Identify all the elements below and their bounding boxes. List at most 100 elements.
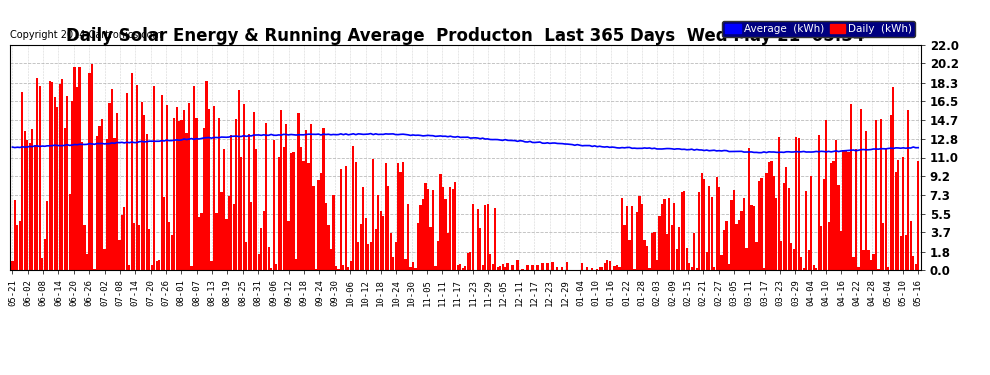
Bar (359, 224, 362, 270)
Bar (742, 198, 745, 270)
Bar (352, 146, 354, 270)
Bar (648, 268, 650, 270)
Bar (663, 200, 665, 270)
Bar (902, 157, 905, 270)
Bar (412, 262, 414, 270)
Bar (243, 104, 245, 270)
Bar (377, 195, 379, 270)
Bar (645, 246, 648, 270)
Bar (255, 149, 257, 270)
Bar (362, 187, 364, 270)
Bar (619, 267, 621, 270)
Bar (61, 79, 63, 270)
Bar (785, 166, 787, 270)
Bar (195, 118, 198, 270)
Bar (185, 133, 188, 270)
Bar (34, 145, 36, 270)
Bar (58, 84, 60, 270)
Bar (397, 163, 399, 270)
Bar (813, 265, 815, 270)
Bar (417, 223, 419, 270)
Bar (673, 203, 675, 270)
Bar (703, 178, 705, 270)
Bar (456, 266, 459, 270)
Bar (118, 240, 121, 270)
Bar (844, 150, 847, 270)
Bar (454, 182, 456, 270)
Bar (163, 196, 165, 270)
Bar (238, 90, 240, 270)
Bar (840, 231, 842, 270)
Bar (507, 263, 509, 270)
Bar (738, 220, 741, 270)
Bar (481, 265, 484, 270)
Bar (26, 141, 29, 270)
Bar (53, 97, 55, 270)
Bar (178, 121, 180, 270)
Bar (68, 194, 70, 270)
Bar (581, 262, 583, 270)
Bar (451, 189, 454, 270)
Bar (372, 159, 374, 270)
Bar (780, 241, 782, 270)
Bar (394, 242, 397, 270)
Bar (83, 225, 86, 270)
Bar (644, 240, 645, 270)
Bar (141, 102, 143, 270)
Bar (609, 261, 611, 270)
Bar (440, 174, 442, 270)
Bar (384, 163, 387, 270)
Bar (39, 86, 41, 270)
Bar (857, 267, 859, 270)
Bar (180, 120, 183, 270)
Bar (696, 268, 698, 270)
Bar (852, 257, 854, 270)
Bar (295, 259, 297, 270)
Bar (713, 267, 715, 270)
Bar (502, 264, 504, 270)
Bar (912, 256, 915, 270)
Bar (71, 101, 73, 270)
Bar (265, 123, 267, 270)
Bar (205, 81, 208, 270)
Bar (193, 86, 195, 270)
Bar (907, 110, 910, 270)
Bar (387, 186, 389, 270)
Bar (343, 265, 345, 270)
Bar (175, 107, 178, 270)
Bar (173, 118, 175, 270)
Bar (218, 118, 220, 270)
Bar (170, 235, 173, 270)
Bar (885, 148, 887, 270)
Bar (432, 190, 434, 270)
Bar (686, 248, 688, 270)
Bar (676, 249, 678, 270)
Bar (78, 68, 81, 270)
Bar (665, 234, 668, 270)
Bar (111, 89, 113, 270)
Bar (815, 268, 818, 270)
Bar (93, 269, 96, 270)
Bar (641, 204, 644, 270)
Bar (369, 242, 372, 270)
Bar (236, 119, 238, 270)
Title: Daily Solar Energy & Running Average  Producton  Last 365 Days  Wed May 21  05:3: Daily Solar Energy & Running Average Pro… (66, 27, 864, 45)
Bar (616, 266, 618, 270)
Bar (81, 142, 83, 270)
Bar (49, 81, 50, 270)
Bar (213, 106, 215, 270)
Bar (752, 206, 755, 270)
Bar (910, 220, 912, 270)
Bar (354, 162, 357, 270)
Bar (479, 228, 481, 270)
Bar (755, 242, 757, 270)
Bar (420, 204, 422, 270)
Bar (499, 267, 501, 270)
Bar (155, 261, 157, 270)
Bar (805, 190, 808, 270)
Bar (830, 164, 833, 270)
Bar (42, 258, 44, 270)
Bar (527, 265, 529, 270)
Bar (770, 161, 772, 270)
Bar (328, 225, 330, 270)
